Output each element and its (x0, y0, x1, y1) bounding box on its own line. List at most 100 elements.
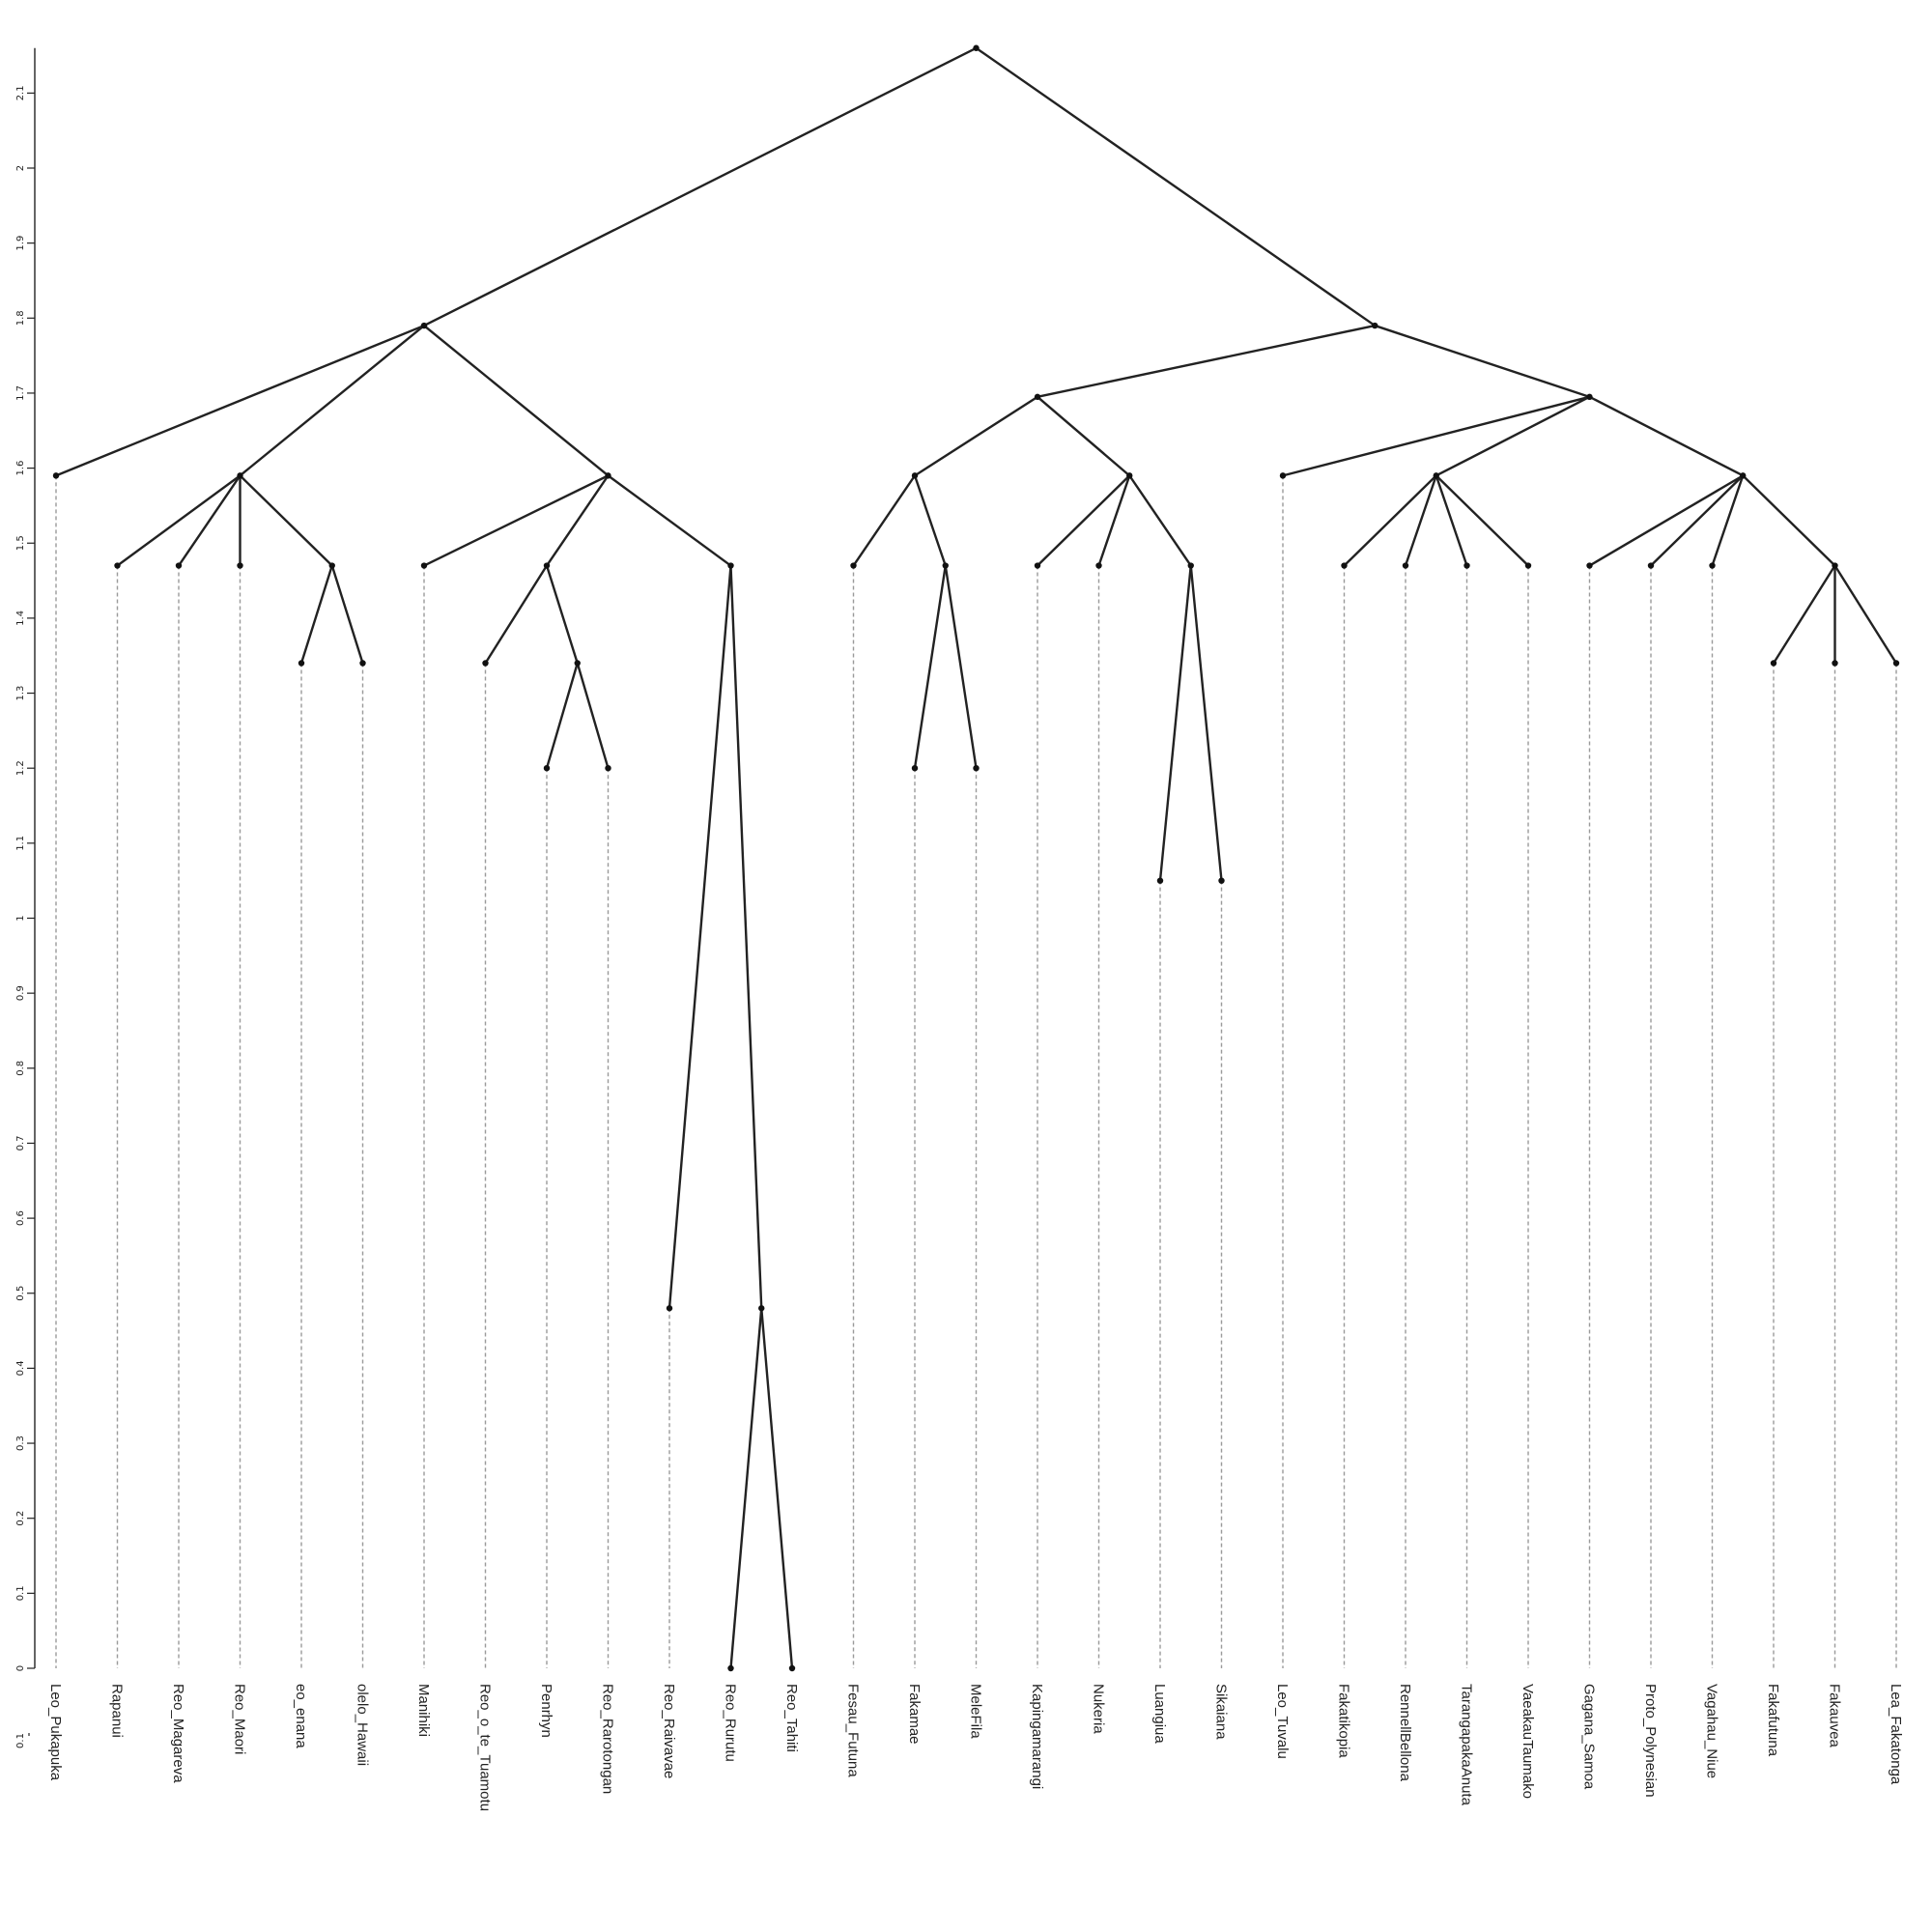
tree-edge (607, 474, 732, 567)
leaf-label: Reo_Maori (232, 1684, 248, 1754)
tree-edges (54, 46, 1898, 1670)
leaf-label: Penrhyn (538, 1684, 554, 1738)
leaf-label: Manihiki (415, 1684, 432, 1737)
leaf-node (1034, 562, 1041, 569)
y-tick-label: 1.1 (15, 836, 26, 851)
tree-edge (576, 662, 610, 770)
leaf-labels: Leo_Pukapuka Rapanui Reo_Magareva Reo_Maori… (47, 1684, 1904, 1811)
internal-node (758, 1305, 765, 1312)
leaf-node (1218, 877, 1225, 884)
leaf-node (1586, 562, 1593, 569)
internal-node (543, 562, 551, 569)
tree-edge (913, 474, 947, 567)
tree-edge (1588, 395, 1745, 477)
tree-edge (1435, 474, 1530, 567)
leaf-label: Proto_Polynesian (1642, 1684, 1659, 1798)
tree-edge (1404, 474, 1437, 567)
y-tick-label: 1.6 (15, 461, 26, 476)
leaf-label: Luangiua (1151, 1684, 1168, 1744)
y-tick-label: 1.8 (15, 310, 26, 326)
leaf-label: Sikaiana (1213, 1684, 1230, 1740)
tree-edge (116, 474, 242, 567)
tree-edge (299, 564, 333, 665)
tree-edge (1833, 564, 1898, 665)
leaf-label: MeleFila (968, 1684, 984, 1739)
tree-edge (1374, 324, 1591, 399)
leaf-label: VaeakauTaumako (1520, 1684, 1536, 1799)
tree-edge (545, 564, 579, 665)
y-axis: 0 0.1 0.2 0.3 0.4 0.5 0.6 0.7 0.8 0.9 1 1.1 1.2 1.3 1.… (15, 47, 36, 1748)
leaf-node (543, 765, 551, 772)
leaf-label: Leo_Tuvalu (1274, 1684, 1291, 1759)
internal-node (1740, 472, 1747, 479)
leaf-label: Reo_Tahiti (783, 1684, 800, 1752)
leaf-node (1463, 562, 1470, 569)
tree-edge (1742, 474, 1836, 567)
leaf-node (1156, 877, 1164, 884)
tree-nodes (52, 44, 1900, 1672)
y-tick-label: 0.5 (15, 1286, 26, 1301)
tree-edge (852, 474, 917, 567)
leaf-node (1647, 562, 1655, 569)
tree-edge (975, 46, 1377, 327)
internal-node (1433, 472, 1439, 479)
leaf-label: Nukeria (1091, 1684, 1107, 1734)
tree-edge (1036, 395, 1131, 477)
y-tick-label: 1.5 (15, 535, 26, 551)
leaf-label: olelo_Hawaii (355, 1684, 371, 1766)
leaf-node (1279, 472, 1287, 479)
leaf-node (175, 562, 183, 569)
leaf-label: Lea_Fakatonga (1888, 1684, 1904, 1785)
leaf-node (482, 660, 489, 667)
tree-edge (422, 324, 610, 477)
internal-node (1372, 322, 1378, 329)
leaf-node (1402, 562, 1409, 569)
leaf-label: eo_enana (293, 1684, 309, 1748)
internal-node (1832, 562, 1838, 569)
y-tick-label: 1.7 (15, 385, 26, 401)
leaf-node (788, 1664, 796, 1672)
tree-edge (239, 474, 333, 567)
internal-node (420, 322, 428, 329)
y-tick-label: 2.1 (15, 85, 26, 100)
tree-edge (54, 324, 426, 477)
tree-edge (1435, 395, 1591, 477)
tree-edge (545, 474, 610, 567)
tree-edge (1649, 474, 1745, 567)
leaf-label: Fesau_Futuna (845, 1684, 862, 1777)
y-tick-label: 1.3 (15, 686, 26, 701)
leaf-node (1770, 660, 1777, 667)
y-tick-label: 1.4 (15, 611, 26, 626)
tree-edge (1588, 474, 1745, 567)
leaf-label: Kapingamarangi (1029, 1684, 1045, 1789)
leaf-label: Fakatikopia (1336, 1684, 1352, 1758)
internal-node (911, 472, 919, 479)
leaf-node (237, 562, 243, 569)
tree-edge (330, 564, 364, 665)
tree-edge (422, 474, 610, 567)
leaf-guide-lines (55, 475, 1897, 1668)
y-tick-label: 0.7 (15, 1135, 26, 1151)
leaf-node (298, 660, 305, 667)
internal-node (328, 562, 335, 569)
internal-node (605, 472, 611, 479)
leaf-label: Fakafutuna (1765, 1684, 1781, 1757)
tree-edge (729, 564, 763, 1310)
leaf-node (1341, 562, 1348, 569)
leaf-node (666, 1305, 673, 1312)
leaf-node (1892, 660, 1900, 667)
leaf-label: Fakamae (906, 1684, 923, 1745)
tree-edge (1036, 474, 1131, 567)
leaf-node (1832, 660, 1838, 667)
leaf-node (1709, 562, 1716, 569)
tree-edge (1097, 474, 1131, 567)
leaf-label: Reo_Magareva (170, 1684, 186, 1783)
tree-edge (1128, 474, 1192, 567)
internal-node (973, 44, 980, 51)
y-tick-label: 0.4 (15, 1360, 26, 1376)
leaf-node (1095, 562, 1102, 569)
leaf-node (420, 562, 428, 569)
leaf-label: RennellBellona (1397, 1684, 1413, 1782)
tree-edge (177, 474, 242, 567)
